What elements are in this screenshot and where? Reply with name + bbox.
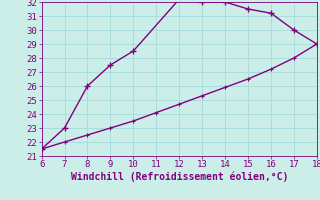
X-axis label: Windchill (Refroidissement éolien,°C): Windchill (Refroidissement éolien,°C) xyxy=(70,172,288,182)
